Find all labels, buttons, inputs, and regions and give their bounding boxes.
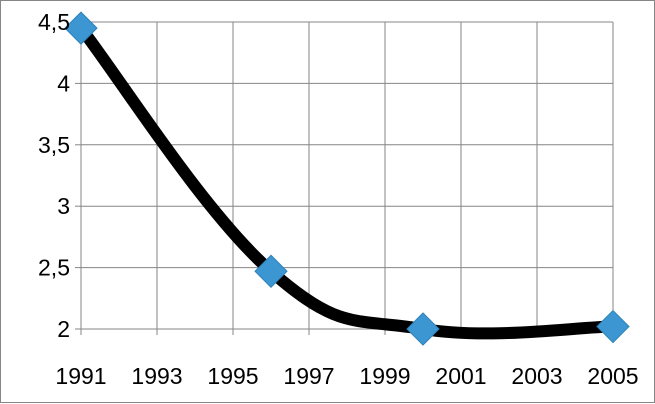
x-tick-label: 2003 [511,363,562,389]
series-line [75,22,619,340]
x-tick-label: 2005 [587,363,638,389]
y-tick-label: 4,5 [38,9,70,35]
y-tick-label: 2,5 [38,255,70,281]
y-tick-label: 4 [57,70,70,96]
x-tick-label: 2001 [435,363,486,389]
y-tick-labels: 2 2,5 3 3,5 4 4,5 [38,9,70,342]
y-tick-label: 3,5 [38,132,70,158]
data-point-marker [406,312,440,346]
markers [64,11,630,346]
y-tick-label: 2 [57,316,70,342]
x-tick-label: 1991 [55,363,106,389]
series [75,22,619,340]
x-tick-label: 1999 [359,363,410,389]
gridlines [80,21,614,330]
x-tick-label: 1995 [207,363,258,389]
x-tick-labels: 1991 1993 1995 1997 1999 2001 2003 2005 [55,363,638,389]
data-point-marker [254,254,288,288]
x-tick-label: 1997 [283,363,334,389]
data-point-marker [64,11,98,45]
data-point-marker [596,309,630,344]
x-tick-label: 1993 [131,363,182,389]
axes [75,21,614,335]
y-tick-label: 3 [57,193,70,219]
